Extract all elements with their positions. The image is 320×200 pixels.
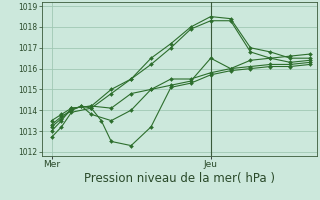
X-axis label: Pression niveau de la mer( hPa ): Pression niveau de la mer( hPa ): [84, 172, 275, 185]
